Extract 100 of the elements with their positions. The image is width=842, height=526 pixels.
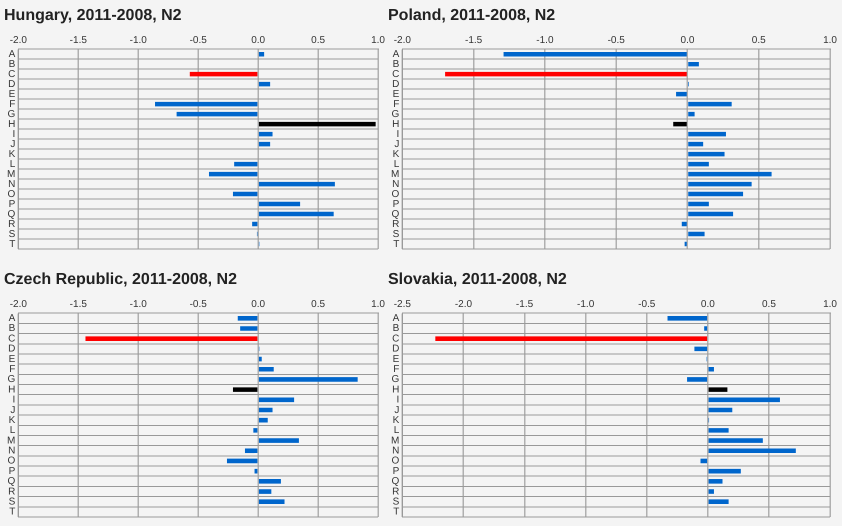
y-tick-label: E xyxy=(392,88,400,100)
bar xyxy=(258,182,335,186)
y-tick-label: R xyxy=(392,218,400,230)
bar xyxy=(176,112,258,116)
bar xyxy=(258,132,273,136)
y-tick-label: B xyxy=(8,58,16,70)
y-tick-label: I xyxy=(12,128,16,140)
y-tick-label: R xyxy=(8,218,16,230)
y-tick-label: B xyxy=(392,58,400,70)
x-tick-label: -1.5 xyxy=(465,34,483,46)
bar xyxy=(258,438,299,443)
y-tick-label: K xyxy=(392,148,400,160)
y-tick-label: B xyxy=(8,323,16,334)
y-tick-label: J xyxy=(394,404,400,416)
bar xyxy=(244,448,258,454)
chart-title: Hungary, 2011-2008, N2 xyxy=(4,7,182,24)
bar xyxy=(258,142,270,146)
bar xyxy=(688,112,695,116)
y-tick-label: I xyxy=(396,128,400,140)
x-tick-label: -2.5 xyxy=(394,298,412,310)
bar xyxy=(258,212,334,216)
y-tick-label: P xyxy=(8,466,16,477)
bar xyxy=(254,468,258,474)
bar xyxy=(258,202,300,206)
y-tick-label: J xyxy=(394,138,400,150)
y-tick-label: T xyxy=(9,238,16,250)
y-tick-label: N xyxy=(392,178,400,190)
x-tick-label: 0.0 xyxy=(251,298,266,310)
y-tick-label: M xyxy=(6,168,16,180)
y-tick-label: Q xyxy=(392,208,400,220)
bar xyxy=(668,316,708,321)
bar xyxy=(688,192,744,196)
y-tick-label: T xyxy=(393,506,400,518)
bar xyxy=(258,499,285,504)
bar xyxy=(258,366,274,372)
y-tick-label: C xyxy=(8,333,16,344)
y-tick-label: G xyxy=(392,374,400,386)
bar xyxy=(688,142,704,146)
y-tick-label: C xyxy=(392,68,400,80)
bar xyxy=(155,102,258,106)
y-tick-label: H xyxy=(392,384,400,396)
y-tick-label: E xyxy=(392,354,400,365)
bar xyxy=(673,122,687,126)
y-tick-label: A xyxy=(8,48,16,60)
y-tick-label: H xyxy=(8,384,16,396)
y-tick-label: K xyxy=(8,148,16,160)
x-tick-label: -2.0 xyxy=(454,298,472,310)
bar xyxy=(708,387,728,392)
x-tick-label: 0.0 xyxy=(700,298,716,310)
y-tick-label: A xyxy=(8,313,16,324)
bar xyxy=(232,387,258,392)
y-tick-label: S xyxy=(8,228,16,240)
y-tick-label: N xyxy=(8,178,16,190)
bar xyxy=(688,162,709,166)
bar xyxy=(234,162,258,166)
y-tick-label: L xyxy=(10,158,16,170)
y-tick-label: J xyxy=(10,138,16,150)
y-tick-label: D xyxy=(8,78,16,90)
bar xyxy=(688,202,709,206)
y-tick-label: F xyxy=(9,98,16,110)
y-tick-label: M xyxy=(6,435,16,446)
chart-title: Poland, 2011-2008, N2 xyxy=(388,7,556,24)
chart-title: Slovakia, 2011-2008, N2 xyxy=(388,271,567,288)
bar xyxy=(240,326,258,331)
y-tick-label: E xyxy=(8,354,16,365)
y-tick-label: S xyxy=(392,228,400,240)
bar xyxy=(258,408,273,412)
y-tick-label: H xyxy=(8,118,16,130)
y-tick-label: L xyxy=(394,158,400,170)
x-tick-label: -1.5 xyxy=(70,34,88,46)
bar xyxy=(708,398,780,402)
bar xyxy=(258,82,270,86)
bar xyxy=(688,172,772,176)
y-tick-label: O xyxy=(392,188,400,200)
y-tick-label: G xyxy=(8,108,16,120)
bar xyxy=(708,448,796,454)
bar xyxy=(253,428,258,433)
bar xyxy=(688,132,726,136)
y-tick-label: B xyxy=(392,323,400,334)
y-tick-label: C xyxy=(392,333,400,344)
y-tick-label: S xyxy=(392,496,400,508)
y-tick-label: R xyxy=(392,486,400,498)
y-tick-label: L xyxy=(10,425,16,436)
y-tick-label: K xyxy=(8,414,16,426)
y-tick-label: D xyxy=(392,78,400,90)
x-tick-label: -2.0 xyxy=(394,34,412,46)
bar xyxy=(238,316,258,321)
y-tick-label: A xyxy=(392,313,400,324)
y-tick-label: H xyxy=(392,118,400,130)
y-tick-label: S xyxy=(8,496,16,508)
y-tick-label: N xyxy=(8,446,16,457)
bar xyxy=(85,336,258,341)
y-tick-label: P xyxy=(8,198,16,210)
x-tick-label: 0.5 xyxy=(311,298,326,310)
x-tick-label: -1.5 xyxy=(516,298,534,310)
y-tick-label: T xyxy=(393,238,400,250)
bar xyxy=(694,346,708,352)
bar xyxy=(708,489,714,494)
bar xyxy=(232,192,258,196)
y-tick-label: E xyxy=(8,88,16,100)
